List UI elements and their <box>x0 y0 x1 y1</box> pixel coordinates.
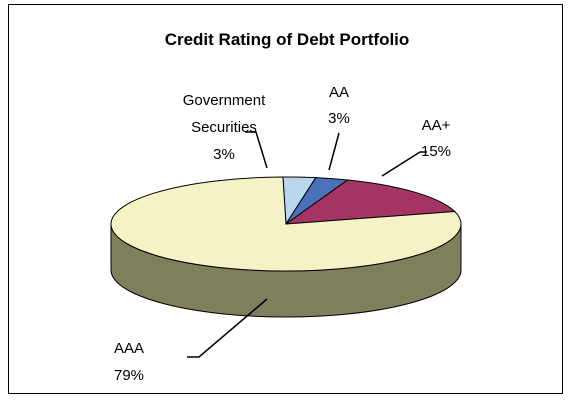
slice-label-aa-: AA+ <box>422 117 451 134</box>
leader-line-aa <box>328 132 340 171</box>
slice-label-government-securities: 3% <box>213 146 235 163</box>
slice-label-aa-: 15% <box>421 143 451 160</box>
slice-labels: Government Securities 3% AA 3% AA+ 15% AAA 79% <box>114 84 451 384</box>
slice-label-aaa: AAA <box>114 340 144 357</box>
leader-lines <box>187 131 427 358</box>
slice-label-government-securities: Government <box>183 92 266 109</box>
leader-line-aa- <box>381 151 427 177</box>
slice-aa- <box>284 179 456 225</box>
pie-slices <box>110 176 462 272</box>
slice-aaa <box>110 176 462 272</box>
slice-label-government-securities: Securities <box>191 119 257 136</box>
leader-line-aaa <box>187 298 268 358</box>
slice-label-aaa: 79% <box>114 367 144 384</box>
chart-title: Credit Rating of Debt Portfolio <box>165 30 410 49</box>
chart-frame: Credit Rating of Debt Portfolio Governme… <box>8 4 563 394</box>
leader-line-government-securities <box>245 131 268 169</box>
slice-label-aa: 3% <box>328 110 350 127</box>
pie-chart: Credit Rating of Debt Portfolio Governme… <box>110 30 462 384</box>
slice-label-aa: AA <box>329 84 349 101</box>
